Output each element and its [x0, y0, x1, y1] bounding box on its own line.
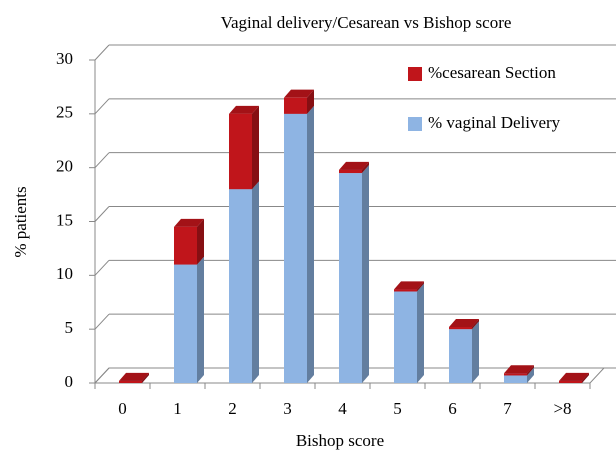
bar-top [174, 218, 204, 227]
bar-side [252, 181, 259, 383]
grid-line-side [94, 206, 110, 222]
legend-label: % vaginal Delivery [428, 113, 561, 132]
y-tick-label: 25 [56, 103, 73, 122]
y-tick-label: 5 [65, 318, 74, 337]
bar [174, 264, 197, 383]
bar-side [307, 89, 314, 114]
bar-side [307, 105, 314, 383]
x-tick-label: 2 [228, 399, 237, 418]
bar [284, 113, 307, 383]
x-tick-label: 7 [503, 399, 512, 418]
bar [339, 169, 362, 174]
bar-top [119, 372, 149, 381]
y-tick-label: 10 [56, 264, 73, 283]
x-tick-label: 6 [448, 399, 457, 418]
x-tick-label: 5 [393, 399, 402, 418]
x-tick-label: 4 [338, 399, 347, 418]
y-tick-label: 0 [65, 372, 74, 391]
bar-top [284, 89, 314, 98]
bar [394, 291, 417, 383]
bar [394, 289, 417, 292]
bar-side [527, 367, 534, 383]
bar-side [417, 281, 424, 292]
bar-side [197, 256, 204, 383]
y-tick-label: 15 [56, 210, 73, 229]
bar [504, 373, 527, 376]
grid-line-side [94, 44, 110, 61]
bar [174, 226, 197, 265]
bar-side [582, 372, 589, 383]
chart-title: Vaginal delivery/Cesarean vs Bishop scor… [221, 13, 512, 32]
bar [449, 329, 472, 383]
bar-side [252, 105, 259, 190]
bar-top [339, 161, 369, 170]
bar [504, 375, 527, 383]
legend-label: %cesarean Section [428, 63, 556, 82]
bar-side [362, 161, 369, 174]
x-tick-label: 3 [283, 399, 292, 418]
x-tick-label: 0 [118, 399, 127, 418]
bar-side [362, 165, 369, 383]
bar [119, 380, 142, 383]
bar-top [449, 319, 479, 328]
bar-side [472, 321, 479, 383]
bar [229, 113, 252, 190]
bar-side [472, 319, 479, 330]
grid-line-side [94, 259, 110, 276]
bar-side [417, 283, 424, 383]
grid-line-side [94, 98, 110, 115]
bar [229, 189, 252, 383]
grid-line-side [94, 313, 110, 330]
bar-top [504, 365, 534, 374]
legend-swatch [408, 117, 422, 131]
x-tick-label: 1 [173, 399, 182, 418]
bar-side [197, 218, 204, 265]
bar [339, 173, 362, 383]
bar [449, 327, 472, 330]
x-tick-label: >8 [553, 399, 571, 418]
grid-line-side [94, 367, 110, 384]
y-axis-label: % patients [11, 186, 30, 257]
grid-line-side [94, 152, 110, 169]
bar-side [142, 372, 149, 383]
bar-top [559, 372, 589, 381]
x-axis-label: Bishop score [296, 431, 384, 450]
y-tick-label: 30 [56, 49, 73, 68]
y-tick-label: 20 [56, 157, 73, 176]
bar-top [394, 281, 424, 290]
bar-top [229, 105, 259, 114]
bar-side [527, 365, 534, 376]
legend-swatch [408, 67, 422, 81]
bar [284, 97, 307, 114]
bar [559, 380, 582, 383]
